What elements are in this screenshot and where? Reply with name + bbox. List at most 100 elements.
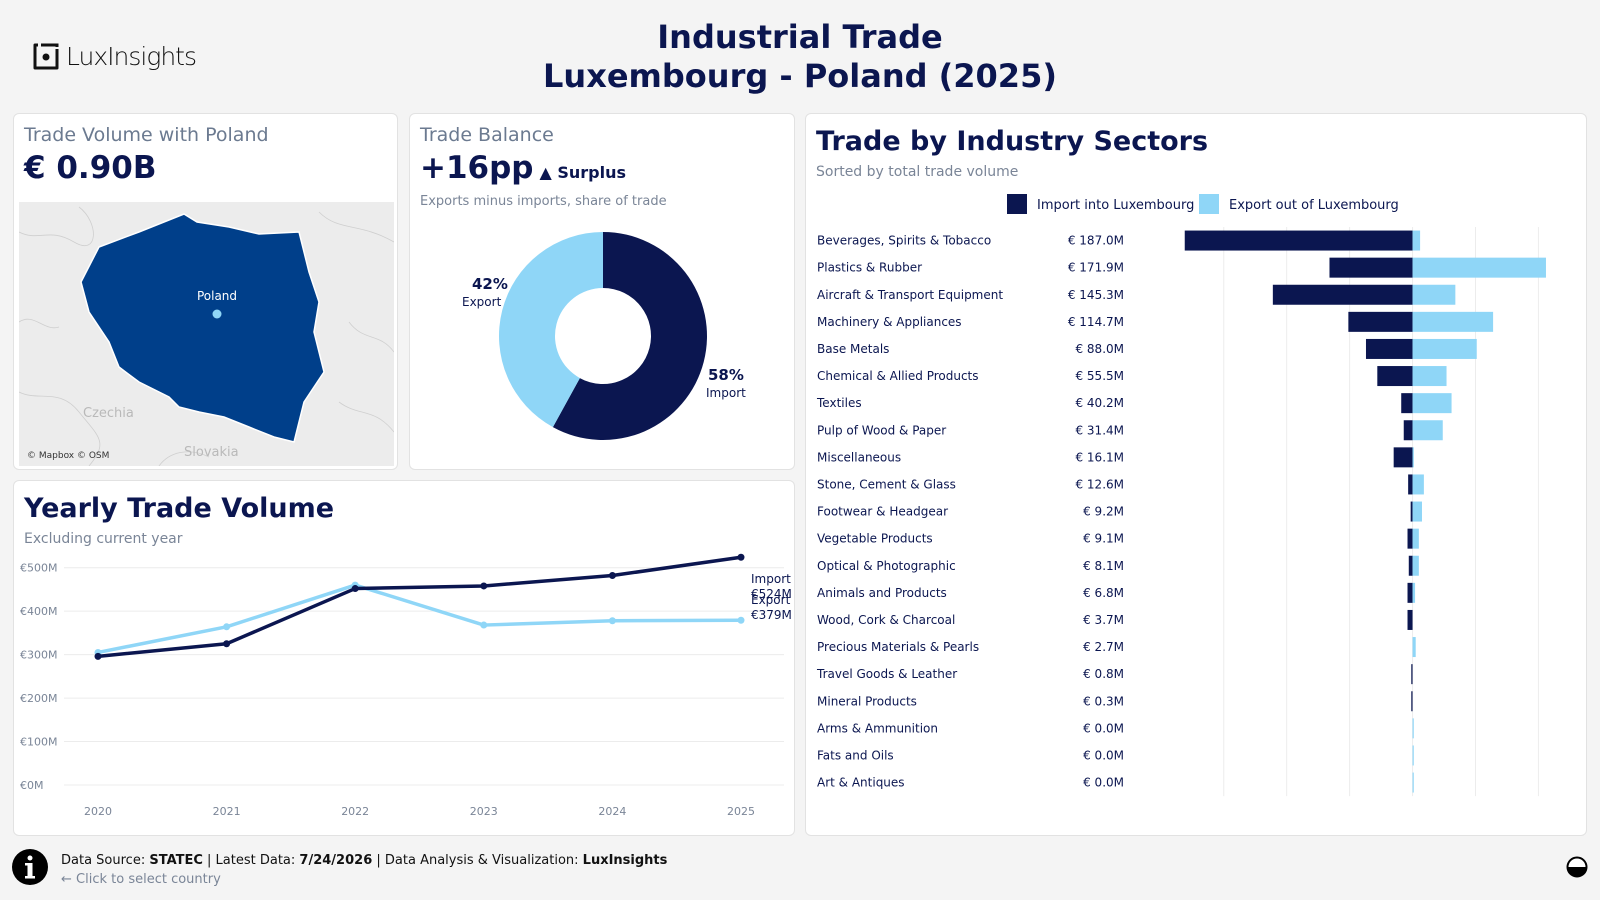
import-point <box>608 572 616 580</box>
sector-import-bar <box>1403 420 1413 441</box>
latest-data-label: | Latest Data: <box>202 853 300 868</box>
sector-export-bar <box>1412 257 1546 278</box>
sector-import-bar <box>1184 230 1413 251</box>
import-line <box>97 555 742 659</box>
sector-label: Pulp of Wood & Paper <box>817 423 946 437</box>
map-canvas: Poland Czechia Slovakia <box>19 202 394 466</box>
trade-balance-label: Trade Balance <box>420 124 554 146</box>
sector-import-bar <box>1408 555 1413 576</box>
sector-label: Vegetable Products <box>817 532 933 546</box>
trade-balance-card: Trade Balance +16pp ▲ Surplus Exports min… <box>409 113 795 470</box>
line-y-tick: €500M <box>20 562 58 575</box>
sector-label: Arms & Ammunition <box>817 721 938 735</box>
analysis-value: LuxInsights <box>582 853 668 868</box>
legend-export-label: Export out of Luxembourg <box>1229 198 1399 213</box>
line-y-tick: €300M <box>20 649 58 662</box>
sector-total: € 9.2M <box>1083 505 1124 519</box>
line-x-tick: 2024 <box>598 805 626 818</box>
sector-total: € 2.7M <box>1083 640 1124 654</box>
select-country-link[interactable]: ← Click to select country <box>61 872 221 887</box>
donut-export-pct: 42% <box>472 275 508 293</box>
legend-export-swatch <box>1199 194 1219 214</box>
map-attribution[interactable]: © Mapbox © OSM <box>27 451 110 461</box>
sector-export-bar <box>1412 772 1414 793</box>
export-end-value: €379M <box>751 608 792 622</box>
sector-label: Travel Goods & Leather <box>816 667 957 681</box>
page-title-line-2: Luxembourg - Poland (2025) <box>543 57 1057 95</box>
line-y-tick: €400M <box>20 605 58 618</box>
sector-import-bar <box>1393 447 1413 468</box>
donut-export-label: Export <box>462 295 502 309</box>
sector-label: Animals and Products <box>817 586 947 600</box>
sector-label: Art & Antiques <box>817 776 905 790</box>
sector-export-bar <box>1412 555 1419 576</box>
sector-total: € 0.8M <box>1083 667 1124 681</box>
sector-total: € 40.2M <box>1075 396 1124 410</box>
import-end-label: Import <box>751 572 791 586</box>
sector-label: Wood, Cork & Charcoal <box>817 613 955 627</box>
line-y-tick: €0M <box>20 779 44 792</box>
page-title: Industrial Trade Luxembourg - Poland (20… <box>500 18 1100 96</box>
country-map[interactable]: Poland Czechia Slovakia © Mapbox © OSM <box>19 202 394 466</box>
sector-import-bar <box>1407 582 1413 603</box>
info-icon[interactable] <box>12 849 48 885</box>
trade-volume-card: Trade Volume with Poland € 0.90B Poland … <box>13 113 398 470</box>
sector-import-bar <box>1411 664 1413 685</box>
analysis-label: | Data Analysis & Visualization: <box>372 853 583 868</box>
map-country-label: Poland <box>197 289 237 303</box>
yearly-card: Yearly Trade Volume Excluding current ye… <box>13 480 795 836</box>
data-source-line: Data Source: STATEC | Latest Data: 7/24/… <box>61 853 667 868</box>
sector-export-bar <box>1412 284 1456 305</box>
sector-total: € 16.1M <box>1075 450 1124 464</box>
sector-label: Machinery & Appliances <box>817 315 962 329</box>
sector-export-bar <box>1412 338 1477 359</box>
yearly-title: Yearly Trade Volume <box>24 493 335 524</box>
sector-label: Plastics & Rubber <box>817 261 922 275</box>
sector-total: € 145.3M <box>1068 288 1124 302</box>
data-source-label: Data Source: <box>61 853 150 868</box>
sector-export-bar <box>1412 501 1422 522</box>
sectors-title: Trade by Industry Sectors <box>816 126 1209 157</box>
sector-label: Precious Materials & Pearls <box>817 640 979 654</box>
sector-total: € 55.5M <box>1075 369 1124 383</box>
sector-import-bar <box>1410 501 1413 522</box>
line-x-tick: 2023 <box>470 805 498 818</box>
sector-export-bar <box>1412 393 1452 414</box>
export-point <box>737 616 745 624</box>
map-neighbor-czechia: Czechia <box>83 406 134 421</box>
trade-volume-value: € 0.90B <box>24 150 157 186</box>
trade-balance-value: +16pp ▲ Surplus <box>420 150 626 186</box>
export-point <box>480 621 488 629</box>
latest-data-value: 7/24/2026 <box>299 853 373 868</box>
poland-shape <box>80 213 325 443</box>
sector-export-bar <box>1412 582 1416 603</box>
theme-toggle-icon[interactable] <box>1566 856 1588 878</box>
legend-import-label: Import into Luxembourg <box>1037 198 1194 213</box>
sector-import-bar <box>1348 311 1413 332</box>
sector-total: € 8.1M <box>1083 559 1124 573</box>
line-x-tick: 2022 <box>341 805 369 818</box>
sector-label: Optical & Photographic <box>817 559 956 573</box>
data-source-value: STATEC <box>149 853 203 868</box>
page-title-line-1: Industrial Trade <box>657 18 943 56</box>
sector-label: Beverages, Spirits & Tobacco <box>817 234 991 248</box>
sector-total: € 88.0M <box>1075 342 1124 356</box>
footer: Data Source: STATEC | Latest Data: 7/24/… <box>12 848 1588 888</box>
line-y-tick: €200M <box>20 692 58 705</box>
sector-import-bar <box>1401 393 1413 414</box>
sectors-legend: Import into Luxembourg Export out of Lux… <box>1007 194 1399 214</box>
sector-total: € 31.4M <box>1075 423 1124 437</box>
sector-label: Stone, Cement & Glass <box>817 477 956 491</box>
sector-export-bar <box>1412 745 1414 766</box>
sector-export-bar <box>1412 447 1414 468</box>
export-end-label: Export <box>751 593 791 607</box>
sector-label: Aircraft & Transport Equipment <box>817 288 1003 302</box>
sector-import-bar <box>1407 609 1413 630</box>
trade-balance-subtitle: Exports minus imports, share of trade <box>420 194 667 209</box>
sector-export-bar <box>1412 718 1414 739</box>
sector-label: Footwear & Headgear <box>817 505 948 519</box>
yearly-line-chart: €0M €100M €200M €300M €400M €500M 2020 2021 202… <box>20 553 792 818</box>
sector-total: € 0.0M <box>1083 721 1124 735</box>
sectors-card: Trade by Industry Sectors Sorted by tota… <box>805 113 1587 836</box>
sector-label: Fats and Oils <box>817 748 894 762</box>
